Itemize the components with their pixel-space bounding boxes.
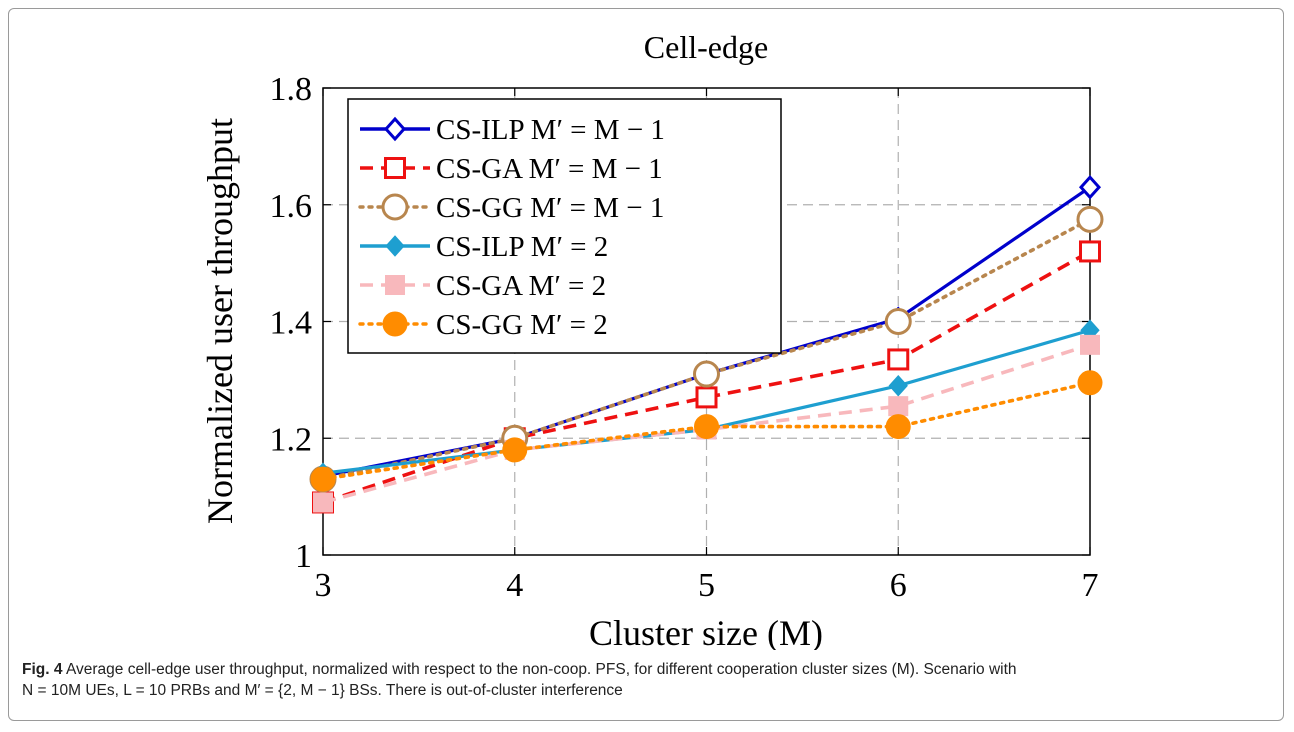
y-tick-label: 1	[295, 538, 312, 575]
data-point-marker	[1079, 240, 1101, 263]
legend-label: CS-GG M′ = 2	[436, 309, 608, 341]
series-6	[310, 370, 1103, 492]
data-point-marker	[694, 414, 719, 440]
x-tick-label: 7	[1082, 567, 1099, 604]
y-tick-label: 1.6	[270, 188, 313, 225]
data-point-marker	[1078, 174, 1102, 200]
data-point-marker	[885, 414, 911, 440]
data-point-marker	[383, 116, 407, 142]
data-point-marker	[888, 396, 909, 417]
data-point-marker	[695, 386, 718, 409]
chart-title: Cell-edge	[644, 29, 768, 65]
data-point-marker	[1077, 370, 1103, 396]
caption-line-2: N = 10M UEs, L = 10 PRBs and M′ = {2, M …	[22, 682, 623, 699]
data-point-marker	[381, 193, 409, 221]
legend-item: CS-ILP M′ = M − 1	[360, 114, 665, 146]
y-tick-label: 1.2	[270, 421, 313, 458]
data-point-marker	[1080, 334, 1100, 355]
y-tick-label: 1.8	[270, 71, 313, 108]
legend: CS-ILP M′ = M − 1 CS-GA M′ = M − 1 CS-GG M…	[347, 98, 782, 354]
caption-line-1: Average cell-edge user throughput, norma…	[65, 661, 1017, 678]
x-tick-label: 6	[890, 567, 907, 604]
data-point-marker	[385, 235, 405, 257]
legend-label: CS-GA M′ = M − 1	[436, 153, 663, 185]
y-tick-label: 1.4	[270, 305, 313, 342]
line-chart: 3 4 5 6 7 1 1.2 1.4 1.6 1.8 Cell-edge Cluster siz…	[200, 29, 1104, 650]
data-point-marker	[384, 157, 406, 179]
caption-label: Fig. 4	[22, 661, 63, 678]
x-axis-label: Cluster size (M)	[589, 613, 823, 650]
data-series	[309, 174, 1104, 514]
data-point-marker	[1076, 205, 1104, 233]
x-tick-label: 5	[698, 567, 715, 604]
legend-item: CS-GA M′ = 2	[360, 270, 606, 302]
data-point-marker	[385, 275, 405, 295]
legend-label: CS-ILP M′ = 2	[436, 231, 608, 263]
data-point-marker	[502, 437, 528, 463]
data-point-marker	[382, 311, 408, 337]
legend-label: CS-ILP M′ = M − 1	[436, 114, 665, 146]
legend-item: CS-GG M′ = 2	[358, 309, 608, 341]
legend-item: CS-ILP M′ = 2	[360, 231, 608, 263]
legend-box	[347, 98, 782, 354]
x-tick-label: 3	[315, 567, 332, 604]
figure-caption: Fig. 4 Average cell-edge user throughput…	[22, 659, 1272, 701]
data-point-marker	[887, 348, 910, 371]
x-tick-label: 4	[506, 567, 523, 604]
legend-item: CS-GA M′ = M − 1	[360, 153, 663, 185]
series-line	[322, 343, 1091, 505]
legend-label: CS-GA M′ = 2	[436, 270, 606, 302]
axis-ticks: 3 4 5 6 7 1 1.2 1.4 1.6 1.8	[270, 71, 1099, 604]
legend-item: CS-GG M′ = M − 1	[358, 192, 664, 224]
y-axis-label: Normalized user throughput	[200, 118, 240, 524]
legend-label: CS-GG M′ = M − 1	[436, 192, 664, 224]
data-point-marker	[888, 374, 908, 397]
data-point-marker	[693, 360, 720, 388]
data-point-marker	[884, 308, 912, 335]
data-point-marker	[313, 492, 333, 513]
data-point-marker	[310, 466, 336, 492]
